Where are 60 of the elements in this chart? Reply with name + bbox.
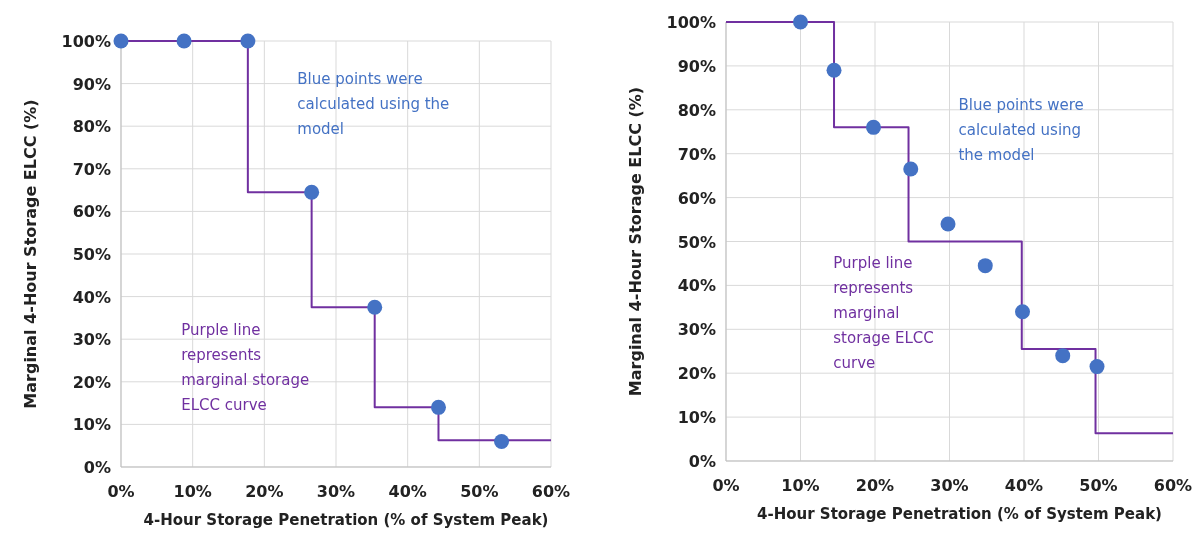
y-tick-label: 70% (72, 159, 111, 179)
point (940, 216, 956, 232)
y-tick-label: 30% (72, 330, 111, 350)
x-tick-label: 10% (173, 482, 212, 501)
x-tick-label: 20% (245, 482, 284, 501)
x-tick-label: 10% (781, 476, 820, 495)
y-tick-label: 100% (61, 32, 111, 51)
y-tick-label: 70% (677, 144, 716, 164)
x-tick-label: 50% (1079, 476, 1118, 495)
y-tick-label: 80% (677, 100, 716, 120)
y-tick-label: 60% (72, 202, 111, 222)
point (977, 258, 993, 274)
annotation: Blue points were calculated using the model (297, 69, 450, 138)
y-tick-label: 50% (72, 245, 111, 264)
point (494, 433, 510, 449)
y-tick-label: 80% (72, 117, 111, 137)
point (430, 399, 446, 415)
point (793, 14, 808, 30)
x-tick-label: 60% (531, 482, 571, 501)
x-tick-label: 0% (712, 476, 740, 495)
point (1015, 304, 1031, 320)
y-tick-label: 50% (677, 232, 716, 252)
y-tick-label: 0% (83, 458, 111, 477)
x-tick-label: 60% (1153, 476, 1193, 495)
point (113, 33, 129, 49)
y-tick-label: 20% (72, 372, 111, 392)
y-tick-label: 90% (72, 74, 111, 94)
y-tick-label: 60% (677, 188, 716, 208)
point (826, 62, 842, 78)
y-tick-label: 10% (72, 415, 111, 435)
point (866, 119, 882, 135)
y-tick-label: 0% (688, 452, 716, 471)
y-tick-label: 10% (677, 408, 716, 428)
point (1089, 359, 1105, 375)
annotation: Blue points were calculated using the model (958, 95, 1084, 164)
point (176, 33, 192, 49)
y-tick-label: 100% (666, 13, 716, 32)
y-tick-label: 40% (677, 276, 716, 296)
x-axis-title: 4-Hour Storage Penetration (% of System Peak) (143, 511, 549, 529)
x-tick-label: 20% (855, 476, 895, 495)
x-tick-label: 40% (1004, 476, 1044, 495)
x-tick-label: 0% (107, 482, 135, 501)
x-tick-label: 30% (316, 482, 356, 501)
y-tick-label: 30% (677, 320, 716, 340)
y-tick-label: 90% (677, 56, 716, 76)
point (367, 299, 383, 315)
point (240, 33, 256, 49)
point (1055, 348, 1071, 364)
x-tick-label: 30% (930, 476, 969, 495)
y-tick-label: 20% (677, 364, 716, 384)
x-tick-label: 40% (388, 482, 427, 501)
point (304, 184, 320, 200)
x-axis-title: 4-Hour Storage Penetration (% of System Peak) (757, 505, 1162, 523)
point (903, 161, 919, 177)
x-tick-label: 50% (460, 482, 499, 501)
y-axis-title: Marginal 4-Hour Storage ELCC (%) (626, 86, 645, 397)
annotation: Purple line represents marginal storage ELCC curve (833, 253, 934, 372)
y-tick-label: 40% (72, 287, 111, 307)
annotation: Purple line represents marginal storage ELCC curve (181, 320, 310, 414)
y-axis-title: Marginal 4-Hour Storage ELCC (%) (21, 99, 40, 409)
